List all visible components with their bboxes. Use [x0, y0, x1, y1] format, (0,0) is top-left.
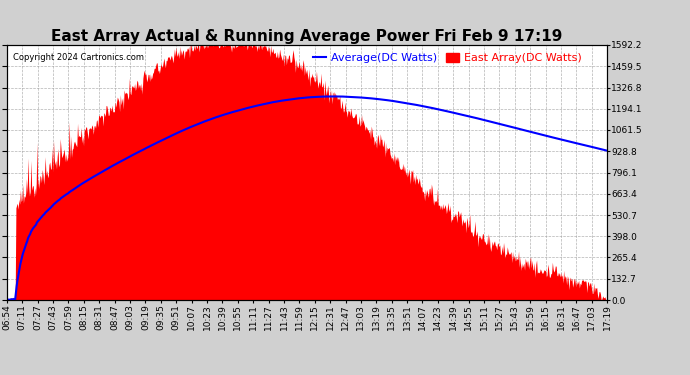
Legend: Average(DC Watts), East Array(DC Watts): Average(DC Watts), East Array(DC Watts) — [311, 51, 584, 66]
Title: East Array Actual & Running Average Power Fri Feb 9 17:19: East Array Actual & Running Average Powe… — [51, 29, 563, 44]
Text: Copyright 2024 Cartronics.com: Copyright 2024 Cartronics.com — [13, 53, 144, 62]
